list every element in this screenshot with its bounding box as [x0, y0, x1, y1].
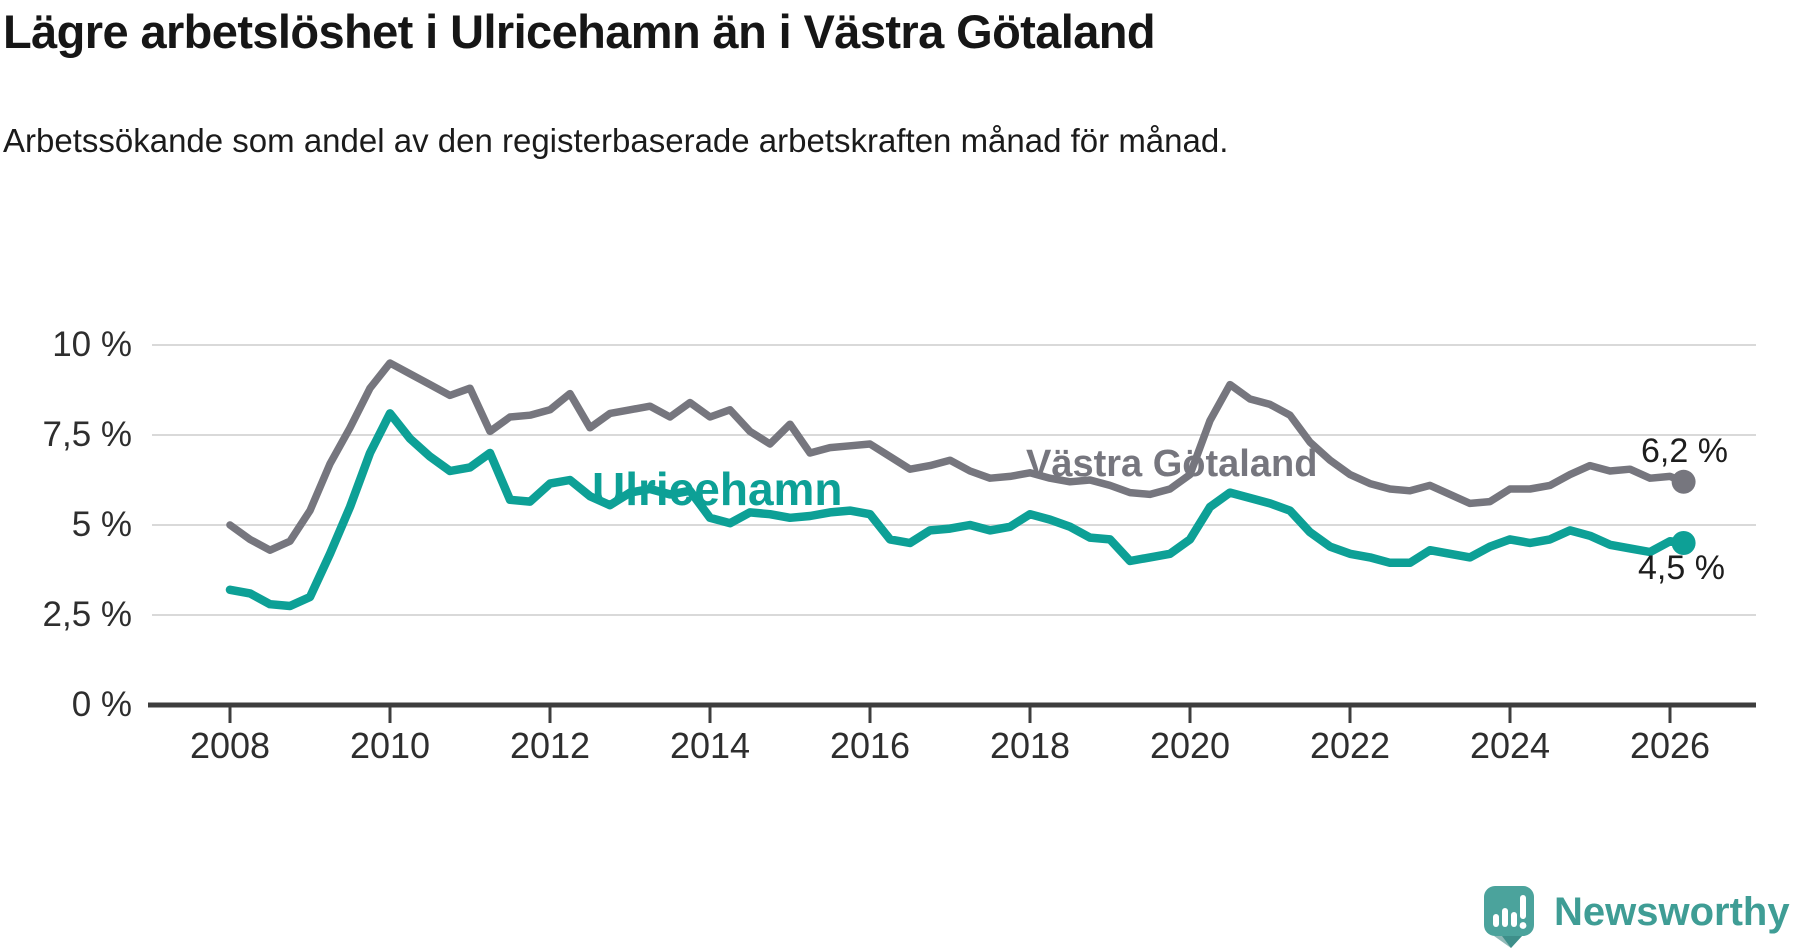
- x-tick-label: 2020: [1149, 725, 1231, 766]
- brand-name: Newsworthy: [1554, 890, 1790, 934]
- series-label-vastra-gotaland: Västra Götaland: [1026, 443, 1318, 485]
- end-value-label-vastra-gotaland: 6,2 %: [1641, 432, 1728, 470]
- x-tick-label: 2016: [829, 725, 911, 766]
- series-line-vastra-gotaland: [226, 359, 1688, 554]
- x-tick-label: 2026: [1629, 725, 1711, 766]
- series-label-ulricehamn: Ulricehamn: [592, 463, 843, 515]
- page-title: Lägre arbetslöshet i Ulricehamn än i Väs…: [3, 5, 1156, 58]
- branding: Newsworthy: [1484, 884, 1790, 948]
- x-tick-label: 2024: [1469, 725, 1551, 766]
- x-tick-label: 2022: [1309, 725, 1391, 766]
- x-tick-label: 2010: [349, 725, 431, 766]
- newsworthy-logo-icon: [1484, 886, 1534, 948]
- series-line-ulricehamn: [225, 409, 1688, 611]
- x-tick-label: 2012: [509, 725, 591, 766]
- y-tick-label: 0 %: [71, 685, 132, 724]
- series-end-dot-vastra-gotaland: [1671, 469, 1696, 494]
- series-end-dot-ulricehamn: [1671, 531, 1696, 555]
- y-tick-label: 5 %: [71, 505, 132, 544]
- y-tick-label: 10 %: [52, 325, 132, 364]
- x-tick-label: 2008: [189, 725, 271, 766]
- chart-subtitle: Arbetssökande som andel av den registerb…: [3, 122, 1229, 159]
- x-tick-label: 2018: [989, 725, 1071, 766]
- y-tick-label: 2,5 %: [42, 595, 133, 634]
- y-tick-label: 7,5 %: [42, 415, 133, 454]
- end-value-label-ulricehamn: 4,5 %: [1638, 549, 1725, 587]
- x-tick-label: 2014: [669, 725, 751, 766]
